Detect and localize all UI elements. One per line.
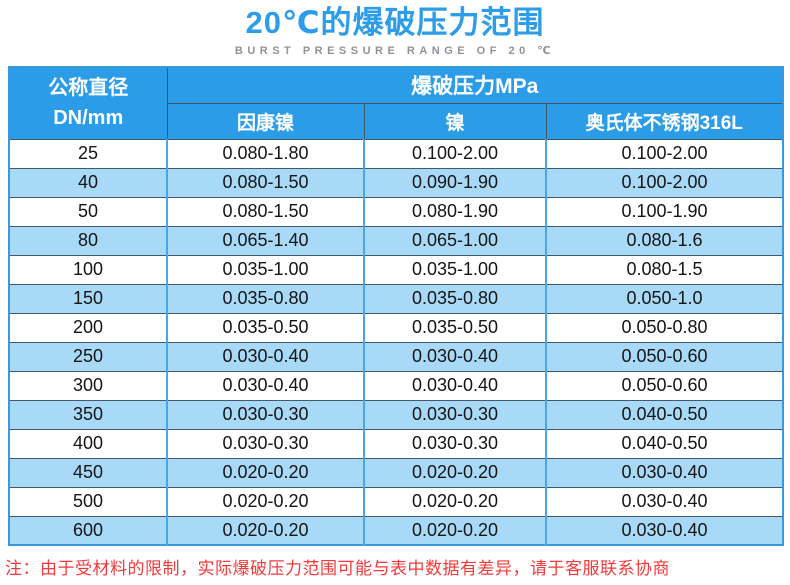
pressure-range-cell: 0.030-0.40 — [545, 486, 783, 516]
page-subtitle: BURST PRESSURE RANGE OF 20 ℃ — [234, 45, 556, 57]
pressure-range-cell: 0.035-1.00 — [363, 254, 547, 284]
dn-cell: 200 — [9, 312, 168, 342]
pressure-range-cell: 0.035-1.00 — [166, 254, 365, 284]
pressure-range-cell: 0.030-0.30 — [363, 428, 547, 458]
pressure-range-cell: 0.030-0.40 — [545, 457, 783, 487]
dn-cell: 40 — [9, 167, 168, 197]
dn-cell: 600 — [9, 515, 168, 545]
table-row: 40 0.080-1.50 0.090-1.90 0.100-2.00 — [9, 167, 783, 197]
pressure-range-cell: 0.065-1.00 — [363, 225, 547, 255]
table-row: 300 0.030-0.40 0.030-0.40 0.050-0.60 — [9, 370, 783, 400]
diameter-column-header: 公称直径 DN/mm — [8, 66, 168, 140]
page-header: 20℃的爆破压力范围 BURST PRESSURE RANGE OF 20 ℃ — [0, 0, 790, 57]
pressure-range-cell: 0.035-0.80 — [363, 283, 547, 313]
dn-cell: 250 — [9, 341, 168, 371]
table-row: 350 0.030-0.30 0.030-0.30 0.040-0.50 — [9, 399, 783, 429]
pressure-range-cell: 0.035-0.50 — [363, 312, 547, 342]
pressure-range-cell: 0.040-0.50 — [545, 399, 783, 429]
dn-cell: 150 — [9, 283, 168, 313]
dn-cell: 450 — [9, 457, 168, 487]
pressure-range-cell: 0.030-0.40 — [363, 341, 547, 371]
table-row: 400 0.030-0.30 0.030-0.30 0.040-0.50 — [9, 428, 783, 458]
pressure-range-cell: 0.080-1.6 — [545, 225, 783, 255]
pressure-group-header: 爆破压力MPa — [166, 66, 784, 104]
dn-cell: 500 — [9, 486, 168, 516]
pressure-range-cell: 0.020-0.20 — [166, 486, 365, 516]
pressure-range-cell: 0.030-0.40 — [166, 370, 365, 400]
footnote: 注：由于受材料的限制，实际爆破压力范围可能与表中数据有差异，请于客服联系协商 — [5, 554, 790, 579]
page-title: 20℃的爆破压力范围 — [245, 5, 545, 40]
pressure-range-cell: 0.030-0.30 — [363, 399, 547, 429]
table-row: 500 0.020-0.20 0.020-0.20 0.030-0.40 — [9, 486, 783, 516]
pressure-range-cell: 0.100-2.00 — [545, 138, 783, 168]
pressure-range-cell: 0.090-1.90 — [363, 167, 547, 197]
pressure-range-cell: 0.100-2.00 — [363, 138, 547, 168]
table-body: 25 0.080-1.80 0.100-2.00 0.100-2.00 40 0.080-… — [9, 138, 783, 545]
table-row: 25 0.080-1.80 0.100-2.00 0.100-2.00 — [9, 138, 783, 168]
table-row: 600 0.020-0.20 0.020-0.20 0.030-0.40 — [9, 515, 783, 545]
dn-cell: 300 — [9, 370, 168, 400]
pressure-range-cell: 0.020-0.20 — [363, 486, 547, 516]
pressure-range-cell: 0.050-0.60 — [545, 370, 783, 400]
dn-cell: 400 — [9, 428, 168, 458]
pressure-range-cell: 0.030-0.30 — [166, 428, 365, 458]
table-header: 公称直径 DN/mm 爆破压力MPa 因康镍 镍 奥氏体不锈钢316L — [8, 66, 784, 140]
table-row: 100 0.035-1.00 0.035-1.00 0.080-1.5 — [9, 254, 783, 284]
material-header-inconel: 因康镍 — [166, 102, 365, 140]
footnote-prefix: 注： — [5, 559, 40, 578]
pressure-range-cell: 0.065-1.40 — [166, 225, 365, 255]
dn-cell: 80 — [9, 225, 168, 255]
pressure-range-cell: 0.020-0.20 — [363, 515, 547, 545]
pressure-range-cell: 0.030-0.30 — [166, 399, 365, 429]
table-row: 450 0.020-0.20 0.020-0.20 0.030-0.40 — [9, 457, 783, 487]
diameter-header-label: 公称直径 — [48, 77, 129, 100]
pressure-range-cell: 0.050-0.60 — [545, 341, 783, 371]
pressure-range-cell: 0.020-0.20 — [363, 457, 547, 487]
material-header-ss316l: 奥氏体不锈钢316L — [545, 102, 784, 140]
pressure-range-cell: 0.030-0.40 — [166, 341, 365, 371]
table-row: 250 0.030-0.40 0.030-0.40 0.050-0.60 — [9, 341, 783, 371]
pressure-range-cell: 0.080-1.5 — [545, 254, 783, 284]
pressure-range-cell: 0.035-0.50 — [166, 312, 365, 342]
table-row: 50 0.080-1.50 0.080-1.90 0.100-1.90 — [9, 196, 783, 226]
pressure-range-cell: 0.080-1.50 — [166, 196, 365, 226]
dn-cell: 25 — [9, 138, 168, 168]
pressure-range-cell: 0.080-1.90 — [363, 196, 547, 226]
dn-cell: 100 — [9, 254, 168, 284]
dn-cell: 50 — [9, 196, 168, 226]
pressure-range-cell: 0.080-1.50 — [166, 167, 365, 197]
pressure-range-cell: 0.030-0.40 — [363, 370, 547, 400]
pressure-range-cell: 0.020-0.20 — [166, 457, 365, 487]
pressure-range-cell: 0.040-0.50 — [545, 428, 783, 458]
pressure-range-cell: 0.100-2.00 — [545, 167, 783, 197]
diameter-header-unit: DN/mm — [53, 107, 124, 130]
table-row: 150 0.035-0.80 0.035-0.80 0.050-1.0 — [9, 283, 783, 313]
pressure-range-cell: 0.100-1.90 — [545, 196, 783, 226]
pressure-range-cell: 0.080-1.80 — [166, 138, 365, 168]
pressure-range-cell: 0.050-1.0 — [545, 283, 783, 313]
pressure-range-cell: 0.050-0.80 — [545, 312, 783, 342]
pressure-range-cell: 0.035-0.80 — [166, 283, 365, 313]
footnote-text: 由于受材料的限制，实际爆破压力范围可能与表中数据有差异，请于客服联系协商 — [40, 559, 670, 578]
burst-pressure-table: 公称直径 DN/mm 爆破压力MPa 因康镍 镍 奥氏体不锈钢316L 25 0.… — [8, 66, 784, 546]
dn-cell: 350 — [9, 399, 168, 429]
table-row: 80 0.065-1.40 0.065-1.00 0.080-1.6 — [9, 225, 783, 255]
pressure-range-cell: 0.020-0.20 — [166, 515, 365, 545]
pressure-range-cell: 0.030-0.40 — [545, 515, 783, 545]
material-header-nickel: 镍 — [363, 102, 547, 140]
table-row: 200 0.035-0.50 0.035-0.50 0.050-0.80 — [9, 312, 783, 342]
